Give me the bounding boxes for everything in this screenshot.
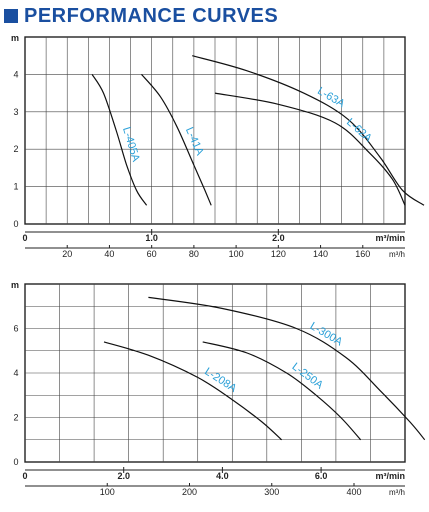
x-secondary-tick-label: 140	[313, 249, 328, 259]
series-label-l-405a: L-405A	[120, 126, 142, 164]
page-title: PERFORMANCE CURVES	[24, 4, 279, 27]
series-label-l-250a: L-250A	[290, 361, 326, 392]
y-tick-label: 0	[13, 457, 18, 467]
y-tick-label: 3	[13, 107, 18, 117]
series-line-l-63a	[192, 55, 425, 206]
series-line-l-41a	[141, 74, 212, 206]
y-tick-label: 6	[13, 324, 18, 334]
series-line-l-300a	[148, 296, 426, 441]
x-primary-zero-label: 0	[22, 471, 27, 481]
series-label-l-41a: L-41A	[183, 126, 206, 158]
x-secondary-tick-label: 160	[355, 249, 370, 259]
series-label-l-62a: L-62A	[344, 116, 374, 145]
y-tick-label: 1	[13, 182, 18, 192]
x-primary-tick-label: 1.0	[145, 233, 158, 243]
y-tick-label: 2	[13, 144, 18, 154]
x-primary-unit: m³/min	[375, 233, 405, 243]
series-label-l-63a: L-63A	[315, 85, 347, 111]
x-primary-tick-label: 6.0	[315, 471, 328, 481]
x-secondary-tick-label: 60	[147, 249, 157, 259]
y-tick-label: 4	[13, 69, 18, 79]
header-square-icon	[4, 9, 18, 23]
x-primary-tick-label: 4.0	[216, 471, 229, 481]
x-primary-tick-label: 2.0	[272, 233, 285, 243]
page-header: PERFORMANCE CURVES	[4, 4, 278, 28]
series-line-l-405a	[91, 74, 148, 206]
x-secondary-tick-label: 120	[271, 249, 286, 259]
x-secondary-tick-label: 20	[62, 249, 72, 259]
x-secondary-unit: m³/h	[389, 250, 405, 259]
x-secondary-tick-label: 100	[100, 487, 115, 497]
y-tick-label: 2	[13, 413, 18, 423]
x-secondary-tick-label: 200	[182, 487, 197, 497]
x-secondary-tick-label: 300	[264, 487, 279, 497]
y-tick-label: 0	[13, 219, 18, 229]
x-primary-zero-label: 0	[22, 233, 27, 243]
x-primary-tick-label: 2.0	[117, 471, 130, 481]
x-secondary-tick-label: 100	[229, 249, 244, 259]
x-secondary-unit: m³/h	[389, 488, 405, 497]
series-line-l-250a	[202, 341, 362, 441]
y-axis-label: m	[11, 280, 19, 290]
x-primary-unit: m³/min	[375, 471, 405, 481]
y-axis-label: m	[11, 33, 19, 43]
x-secondary-tick-label: 80	[189, 249, 199, 259]
series-line-l-62a	[214, 92, 406, 206]
series-label-l-208a: L-208A	[202, 366, 239, 396]
x-secondary-tick-label: 40	[104, 249, 114, 259]
y-tick-label: 4	[13, 368, 18, 378]
x-secondary-tick-label: 400	[346, 487, 361, 497]
series-line-l-208a	[103, 341, 283, 441]
